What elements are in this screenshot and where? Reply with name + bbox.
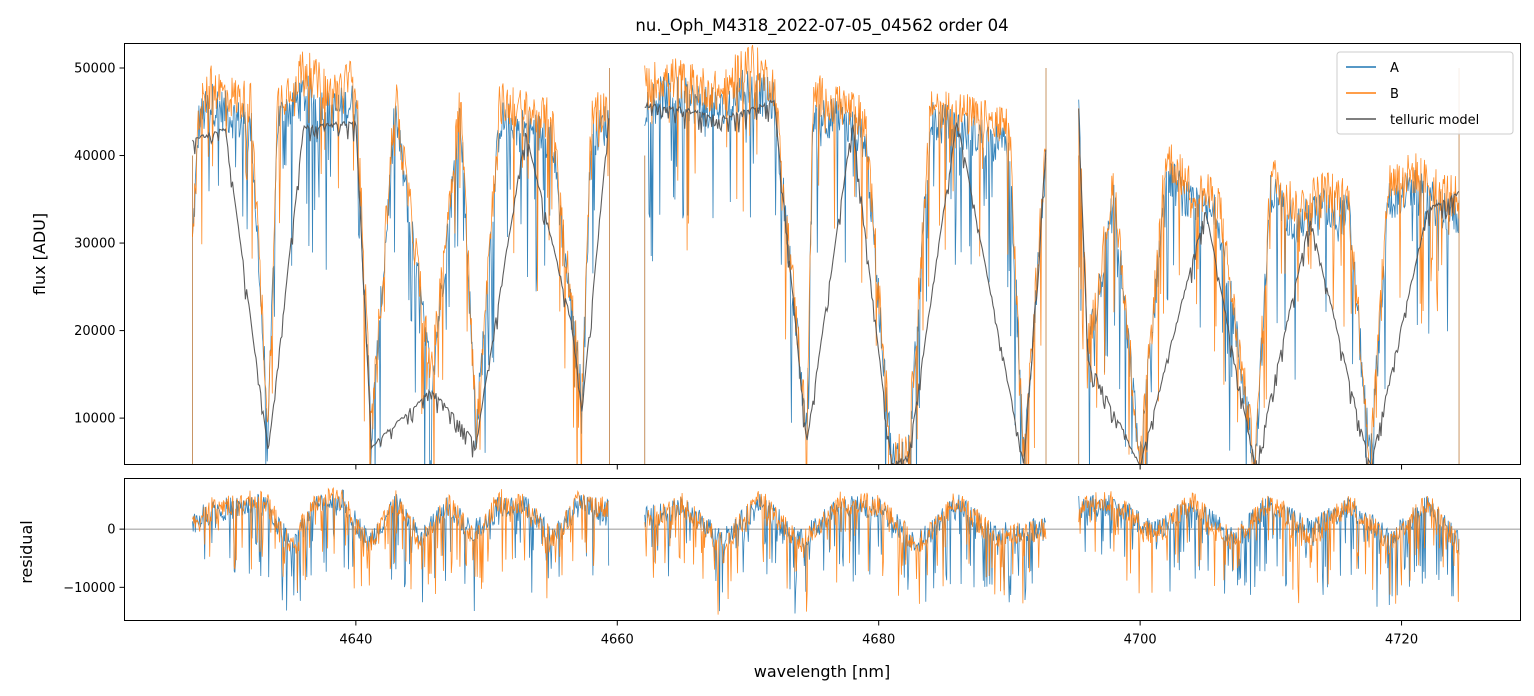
legend-label-b: B [1390, 87, 1399, 102]
residual-series-a-seg-1 [644, 494, 1047, 614]
residual-series-b-seg-0 [192, 486, 609, 599]
residual-series-b-seg-2 [1078, 491, 1460, 604]
flux-y-tick-label-1: 20000 [74, 324, 115, 339]
figure-title: nu._Oph_M4318_2022-07-05_04562 order 04 [635, 16, 1008, 36]
residual-x-tick-label-4720: 4720 [1385, 633, 1418, 648]
residual-x-tick-label-4680: 4680 [862, 633, 895, 648]
flux-series-telluric-model-seg-0 [192, 118, 610, 458]
flux-y-tick-label-3: 40000 [74, 149, 115, 164]
residual-series-a-seg-2 [1078, 494, 1460, 607]
residual-x-tick-label-4660: 4660 [601, 633, 634, 648]
residual-plot-area [124, 478, 1521, 621]
flux-series-telluric-model-seg-2 [1078, 108, 1460, 465]
flux-series-b-seg-0 [192, 51, 610, 465]
flux-y-axis-label: flux [ADU] [30, 213, 49, 295]
residual-y-tick-label-0: −10000 [63, 581, 115, 596]
flux-y-tick-label-0: 10000 [74, 412, 115, 427]
residual-panel: 4640 4660 4680 4700 4720 −10000 0 residual wa… [17, 478, 1521, 681]
flux-panel: 10000 20000 30000 40000 50000 flux [ADU] A B… [30, 43, 1521, 470]
legend-label-a: A [1390, 61, 1399, 76]
flux-series-b-seg-1 [644, 44, 1047, 465]
residual-series-b-seg-1 [644, 491, 1047, 615]
legend-label-telluric: telluric model [1390, 113, 1479, 128]
flux-series-telluric-model-seg-1 [644, 99, 1047, 465]
x-axis-label: wavelength [nm] [754, 662, 891, 681]
residual-x-tick-label-4640: 4640 [339, 633, 372, 648]
flux-plot-frame [124, 43, 1521, 465]
residual-x-tick-label-4700: 4700 [1124, 633, 1157, 648]
residual-plot-frame [124, 478, 1521, 621]
flux-series-b-seg-2 [1078, 108, 1460, 465]
residual-y-axis-label: residual [17, 520, 36, 583]
flux-y-tick-label-4: 50000 [74, 62, 115, 77]
legend-frame [1336, 51, 1514, 135]
residual-y-tick-label-1: 0 [107, 523, 115, 538]
flux-y-tick-label-2: 30000 [74, 237, 115, 252]
legend: A B telluric model [1336, 51, 1514, 135]
